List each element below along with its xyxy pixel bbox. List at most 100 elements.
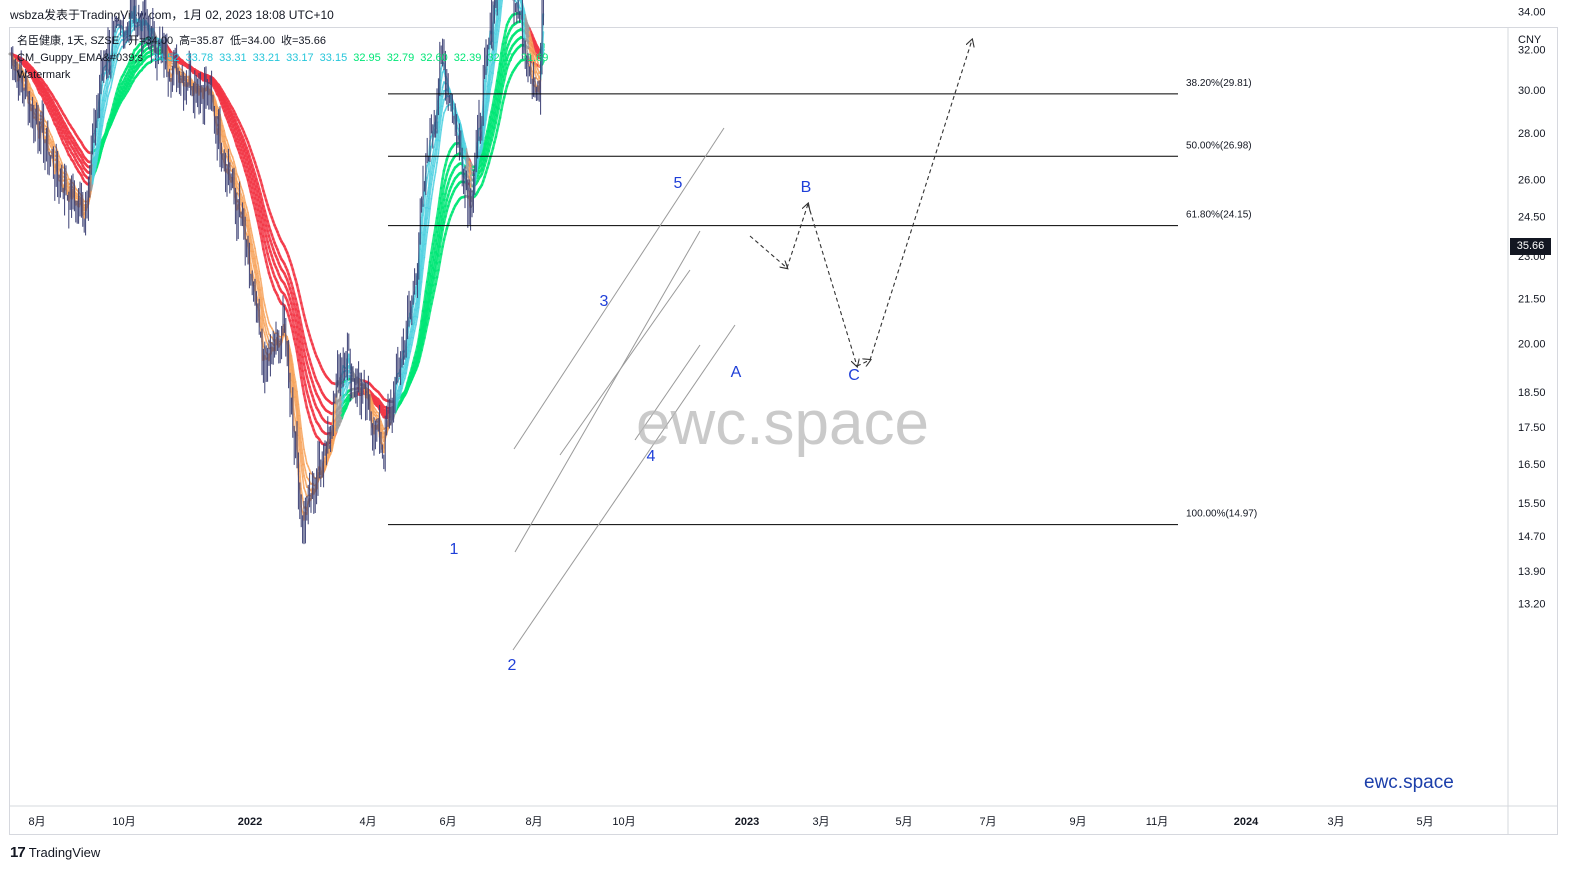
- fast-ema-segment: [31, 89, 35, 96]
- fast-ema-segment: [346, 381, 350, 389]
- fast-ema-segment: [465, 153, 469, 164]
- fast-ema-segment: [534, 53, 538, 60]
- fast-ema-segment: [231, 162, 235, 170]
- fast-ema-segment: [401, 371, 405, 381]
- fast-ema-segment: [250, 250, 253, 260]
- slow-ema-segment: [428, 274, 433, 286]
- fast-ema-segment: [527, 42, 531, 50]
- fast-ema-segment: [496, 18, 500, 31]
- fast-ema-segment: [415, 316, 419, 326]
- slow-ema-segment: [427, 273, 432, 286]
- fast-ema-segment: [480, 139, 485, 151]
- fast-ema-segment: [290, 355, 294, 366]
- fast-ema-segment: [247, 219, 251, 231]
- fast-ema-segment: [415, 307, 419, 318]
- fast-ema-segment: [289, 353, 293, 362]
- fast-ema-segment: [462, 145, 466, 154]
- slow-ema-segment: [495, 71, 500, 83]
- fast-ema-segment: [427, 193, 431, 210]
- slow-ema-segment: [497, 62, 502, 74]
- fast-ema-segment: [417, 282, 422, 299]
- slow-ema-segment: [428, 264, 433, 276]
- fast-ema-segment: [301, 438, 305, 451]
- fast-ema-segment: [298, 414, 303, 430]
- fast-ema-segment: [492, 41, 496, 56]
- fast-ema-segment: [410, 337, 415, 346]
- fast-ema-segment: [91, 174, 95, 185]
- fast-ema-segment: [245, 219, 249, 227]
- fast-ema-segment: [478, 146, 482, 154]
- fast-ema-segment: [408, 330, 412, 340]
- fast-ema-segment: [487, 88, 492, 102]
- slow-ema-segment: [260, 239, 265, 251]
- fast-ema-segment: [466, 161, 471, 169]
- fast-ema-segment: [434, 148, 438, 160]
- slow-ema-segment: [301, 384, 306, 396]
- fast-ema-segment: [419, 232, 423, 251]
- fast-ema-segment: [294, 380, 298, 393]
- fast-ema-segment: [332, 436, 336, 445]
- fast-ema-segment: [252, 250, 256, 260]
- fast-ema-segment: [429, 162, 433, 173]
- fast-ema-segment: [261, 315, 265, 331]
- slow-ema-segment: [431, 268, 436, 279]
- fast-ema-segment: [441, 112, 445, 122]
- slow-ema-segment: [498, 83, 503, 95]
- fast-ema-segment: [103, 92, 106, 101]
- slow-ema-segment: [435, 244, 440, 256]
- fast-ema-segment: [493, 24, 497, 34]
- fast-ema-segment: [105, 78, 109, 89]
- fast-ema-segment: [486, 58, 490, 71]
- fast-ema-segment: [259, 278, 263, 289]
- fast-ema-segment: [436, 152, 440, 164]
- y-tick-label: 28.00: [1518, 128, 1546, 140]
- fast-ema-segment: [254, 257, 258, 268]
- fast-ema-segment: [531, 54, 535, 63]
- fib-level-label: 61.80%(24.15): [1186, 210, 1252, 221]
- fast-ema-segment: [437, 140, 441, 155]
- fast-ema-segment: [529, 49, 534, 56]
- fast-ema-segment: [525, 35, 529, 45]
- fast-ema-segment: [301, 463, 305, 477]
- fast-ema-segment: [250, 262, 253, 272]
- fast-ema-segment: [114, 31, 118, 38]
- fast-ema-segment: [250, 236, 253, 246]
- fast-ema-segment: [514, 0, 517, 2]
- fast-ema-segment: [98, 133, 102, 146]
- fast-ema-segment: [289, 368, 293, 382]
- fib-level-label: 38.20%(29.81): [1186, 78, 1252, 89]
- fast-ema-segment: [426, 221, 430, 234]
- fast-ema-segment: [464, 147, 468, 155]
- slow-ema-segment: [441, 184, 446, 196]
- fast-ema-segment: [256, 272, 261, 283]
- fast-ema-segment: [300, 488, 304, 500]
- fast-ema-segment: [420, 214, 424, 234]
- fast-ema-segment: [462, 137, 466, 145]
- slow-ema-segment: [498, 73, 503, 86]
- slow-ema-segment: [439, 177, 444, 190]
- slow-ema-segment: [437, 211, 442, 225]
- fast-ema-segment: [300, 427, 304, 440]
- channel-line: [512, 324, 736, 651]
- fast-ema-segment: [497, 0, 501, 11]
- fast-ema-segment: [258, 288, 262, 299]
- fast-ema-segment: [440, 71, 444, 82]
- fast-ema-segment: [422, 256, 426, 270]
- slow-ema-segment: [500, 42, 505, 55]
- fast-ema-segment: [115, 47, 119, 54]
- fast-ema-segment: [241, 189, 245, 197]
- fast-ema-segment: [250, 227, 253, 237]
- wave-label: 1: [450, 541, 459, 558]
- fast-ema-segment: [93, 163, 97, 172]
- fast-ema-segment: [291, 363, 296, 376]
- fast-ema-segment: [429, 197, 433, 210]
- fast-ema-segment: [525, 20, 529, 28]
- fast-ema-segment: [419, 281, 423, 296]
- slow-ema-segment: [437, 260, 442, 272]
- fast-ema-segment: [234, 178, 238, 188]
- slow-ema-segment: [431, 247, 436, 259]
- fast-ema-segment: [338, 399, 342, 408]
- fast-ema-segment: [345, 386, 349, 394]
- slow-ema-segment: [427, 298, 432, 311]
